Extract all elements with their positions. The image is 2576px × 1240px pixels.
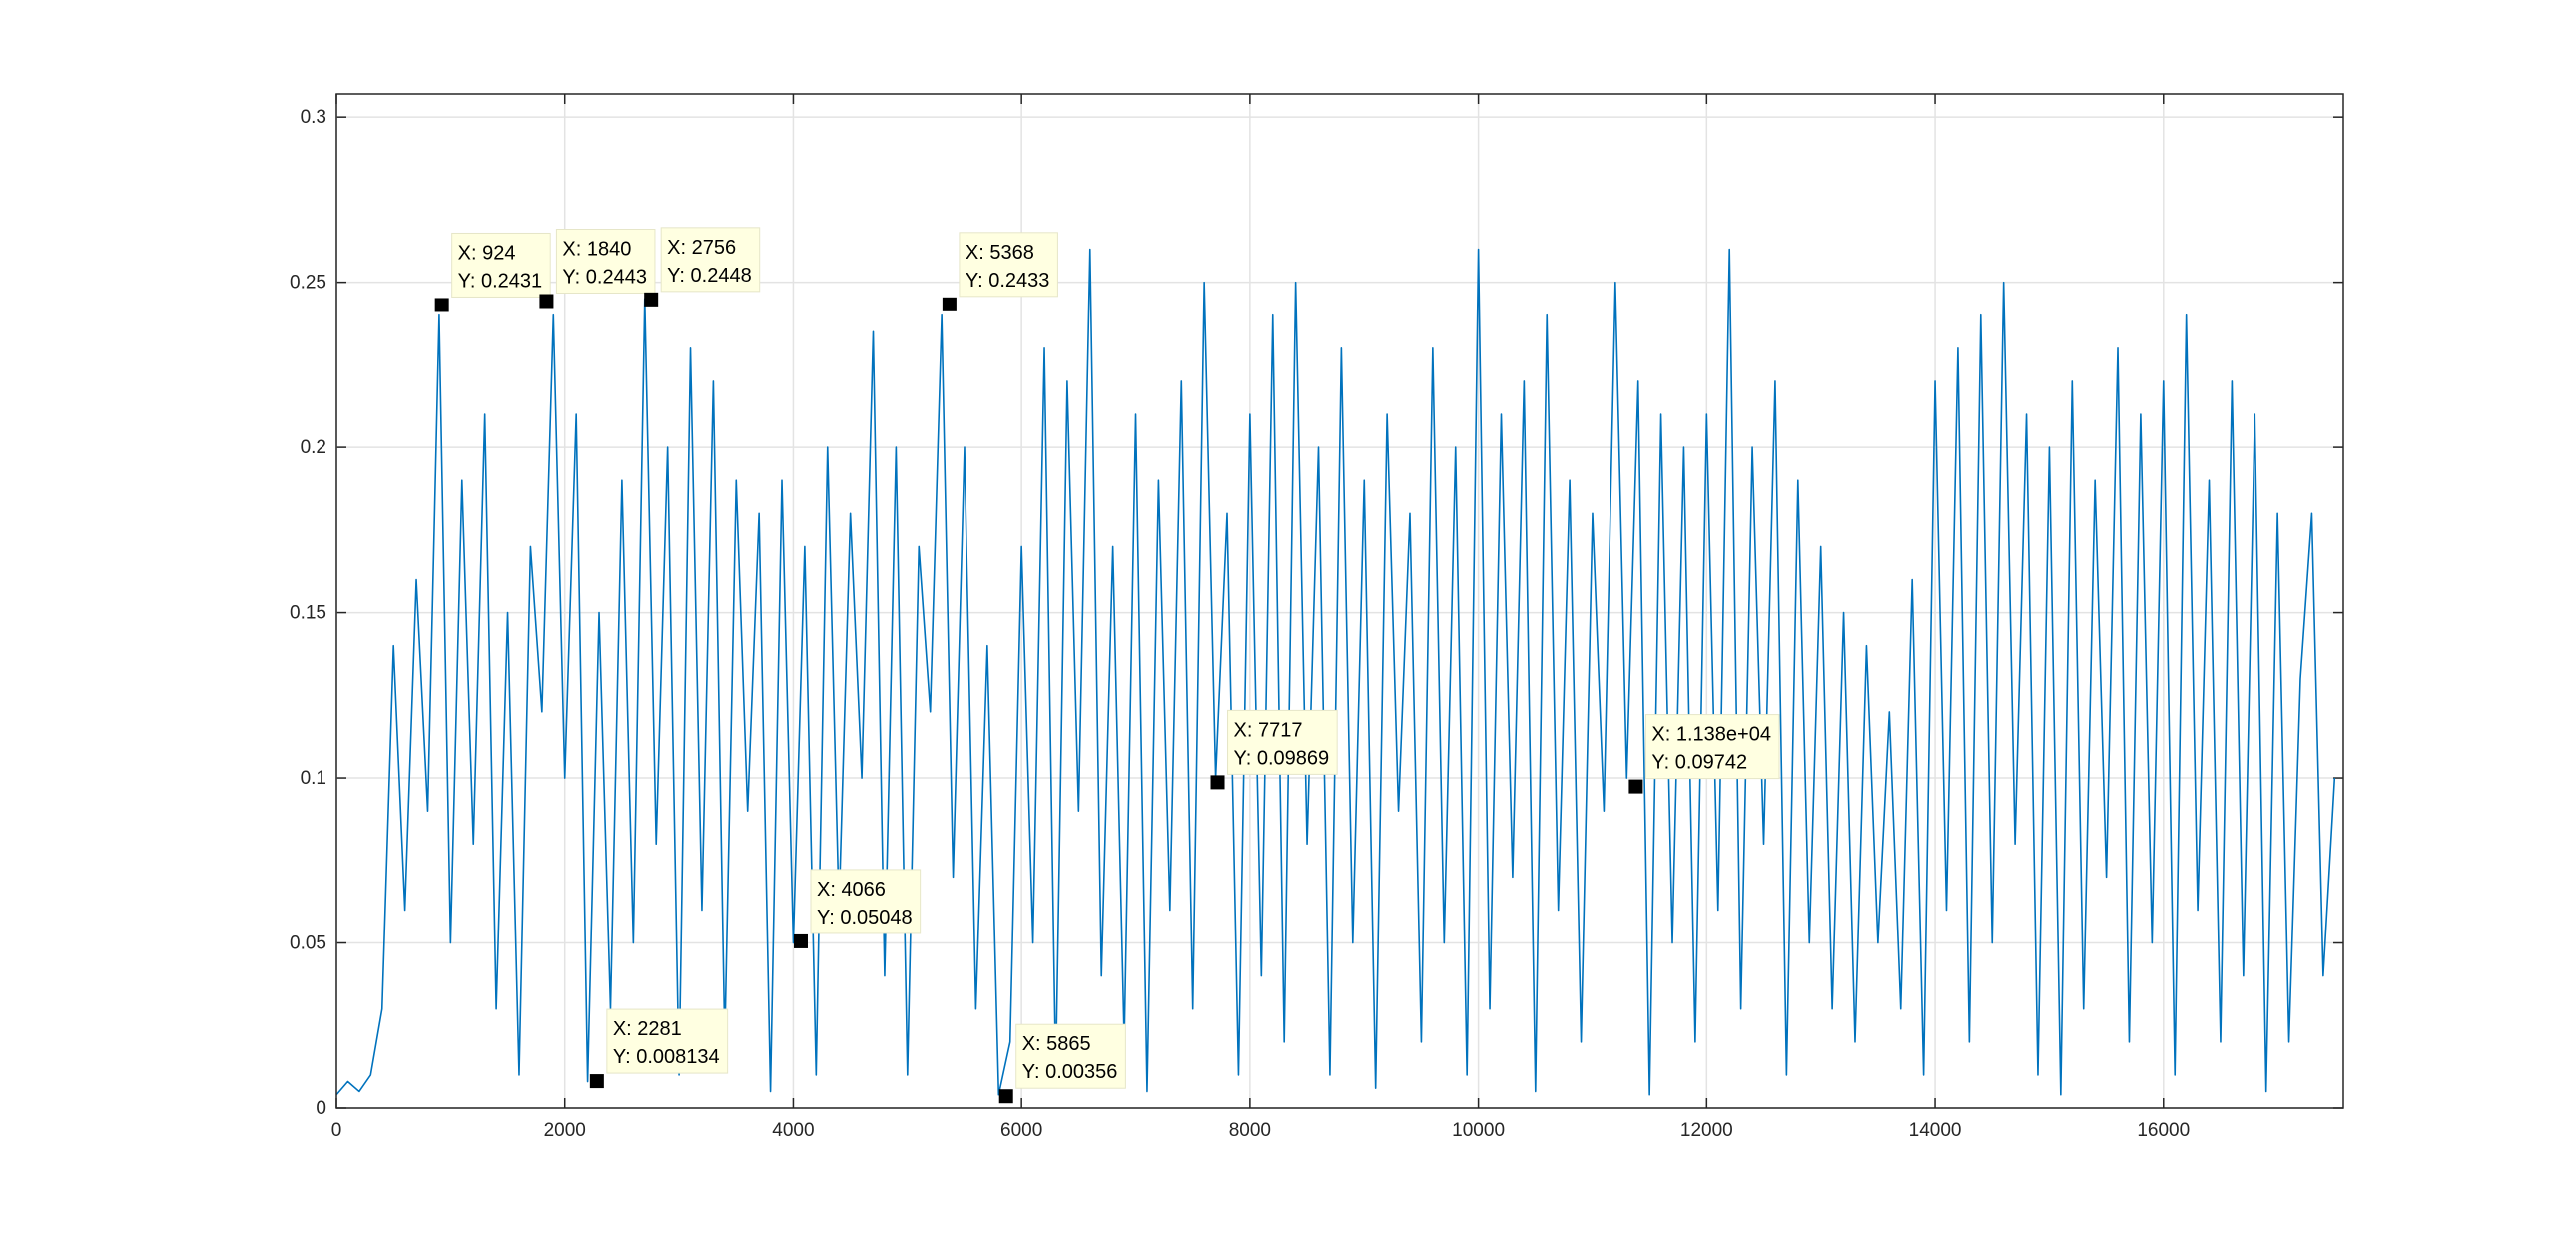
datatip-x-label: X: 5368 [966, 242, 1034, 264]
datatip-y-label: Y: 0.008134 [613, 1046, 720, 1068]
datatip-x-label: X: 7717 [1234, 719, 1303, 741]
datatip-x-label: X: 1840 [562, 239, 631, 261]
datatip-box [606, 1008, 729, 1074]
datatip: X: 5865 Y: 0.00356 [998, 1023, 1126, 1104]
datatip-y-label: Y: 0.2431 [458, 270, 543, 292]
datatip-marker [793, 933, 808, 948]
x-tick-label: 14000 [1909, 1120, 1962, 1141]
datatip-marker [434, 298, 449, 312]
datatip-y-label: Y: 0.09869 [1234, 747, 1330, 769]
datatip-x-label: X: 5865 [1022, 1033, 1091, 1055]
datatip-x-label: X: 2281 [613, 1018, 682, 1040]
y-tick-label: 0 [316, 1098, 326, 1119]
datatip: X: 2281 Y: 0.008134 [589, 1008, 729, 1089]
datatip-box [555, 229, 656, 295]
y-tick-label: 0.2 [301, 437, 326, 458]
datatip-box [959, 232, 1058, 298]
datatip-y-label: Y: 0.2443 [562, 267, 647, 289]
datatip: X: 5368 Y: 0.2433 [942, 232, 1058, 311]
datatip-marker [998, 1089, 1013, 1104]
datatip-marker [539, 294, 554, 309]
datatip: X: 7717 Y: 0.09869 [1210, 709, 1338, 790]
datatip-marker [942, 297, 957, 311]
x-tick-label: 2000 [544, 1120, 586, 1141]
x-tick-label: 10000 [1452, 1120, 1505, 1141]
datatip-box [1644, 714, 1780, 780]
datatip-y-label: Y: 0.2448 [667, 265, 752, 287]
x-tick-label: 8000 [1229, 1120, 1271, 1141]
datatip-marker [1628, 779, 1643, 794]
datatip-x-label: X: 924 [458, 242, 516, 264]
datatip: X: 1.138e+04 Y: 0.09742 [1628, 714, 1780, 794]
datatip-y-label: Y: 0.09742 [1651, 752, 1747, 774]
datatip-x-label: X: 4066 [817, 879, 886, 901]
y-tick-label: 0.25 [290, 273, 326, 294]
axes-box [335, 93, 2344, 1109]
datatip-y-label: Y: 0.2433 [966, 270, 1050, 292]
x-tick-label: 0 [331, 1120, 342, 1141]
datatip-box [660, 227, 761, 293]
datatip-x-label: X: 1.138e+04 [1651, 724, 1771, 746]
x-tick-label: 4000 [772, 1120, 814, 1141]
datatip: X: 924 Y: 0.2431 [434, 232, 551, 312]
datatip-box [1227, 709, 1338, 775]
datatip: X: 4066 Y: 0.05048 [793, 869, 922, 948]
x-tick-label: 16000 [2137, 1120, 2190, 1141]
datatip-box [451, 232, 551, 298]
y-tick-label: 0.15 [290, 603, 326, 624]
y-tick-label: 0.05 [290, 933, 326, 954]
datatip-marker [589, 1074, 604, 1089]
datatip-x-label: X: 2756 [667, 237, 736, 259]
x-tick-label: 12000 [1680, 1120, 1733, 1141]
y-tick-label: 0.1 [301, 768, 326, 789]
datatip-marker [644, 292, 659, 307]
datatip: X: 2756 Y: 0.2448 [644, 227, 761, 307]
datatip-y-label: Y: 0.05048 [817, 907, 913, 929]
datatip-marker [1210, 775, 1225, 790]
datatip-y-label: Y: 0.00356 [1022, 1061, 1118, 1083]
x-tick-label: 6000 [1000, 1120, 1042, 1141]
datatip-box [810, 869, 922, 934]
datatip-box [1015, 1023, 1126, 1089]
y-tick-label: 0.3 [301, 107, 326, 128]
datatip: X: 1840 Y: 0.2443 [539, 229, 656, 309]
